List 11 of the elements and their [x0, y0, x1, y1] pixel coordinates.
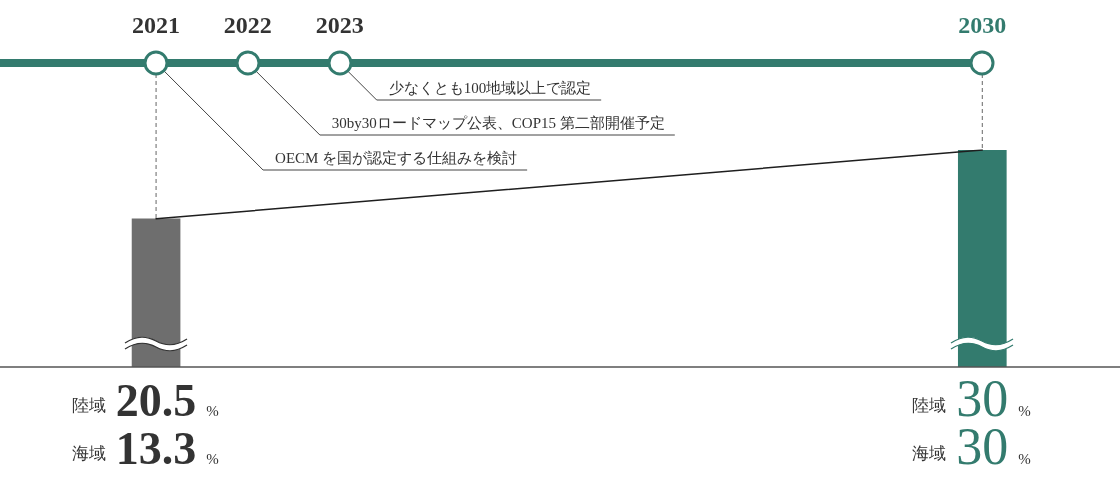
data-label: 20.5 %	[115, 375, 219, 426]
annotation: OECM を国が認定する仕組みを検討	[275, 150, 518, 166]
text: 少なくとも100地域以上で認定	[388, 80, 592, 96]
series-label: 陸域	[912, 396, 947, 415]
annotation: 海域 13.3 %	[71, 423, 219, 474]
x-tick-label: 2021	[132, 12, 181, 38]
x-tick-label: 2023	[315, 12, 364, 38]
x-tick-label: 2030	[958, 12, 1007, 38]
x-tick-label: 2022	[223, 12, 272, 38]
text: 30by30ロードマップ公表、COP15 第二部開催予定	[331, 115, 665, 131]
text: 陸域	[71, 396, 106, 415]
